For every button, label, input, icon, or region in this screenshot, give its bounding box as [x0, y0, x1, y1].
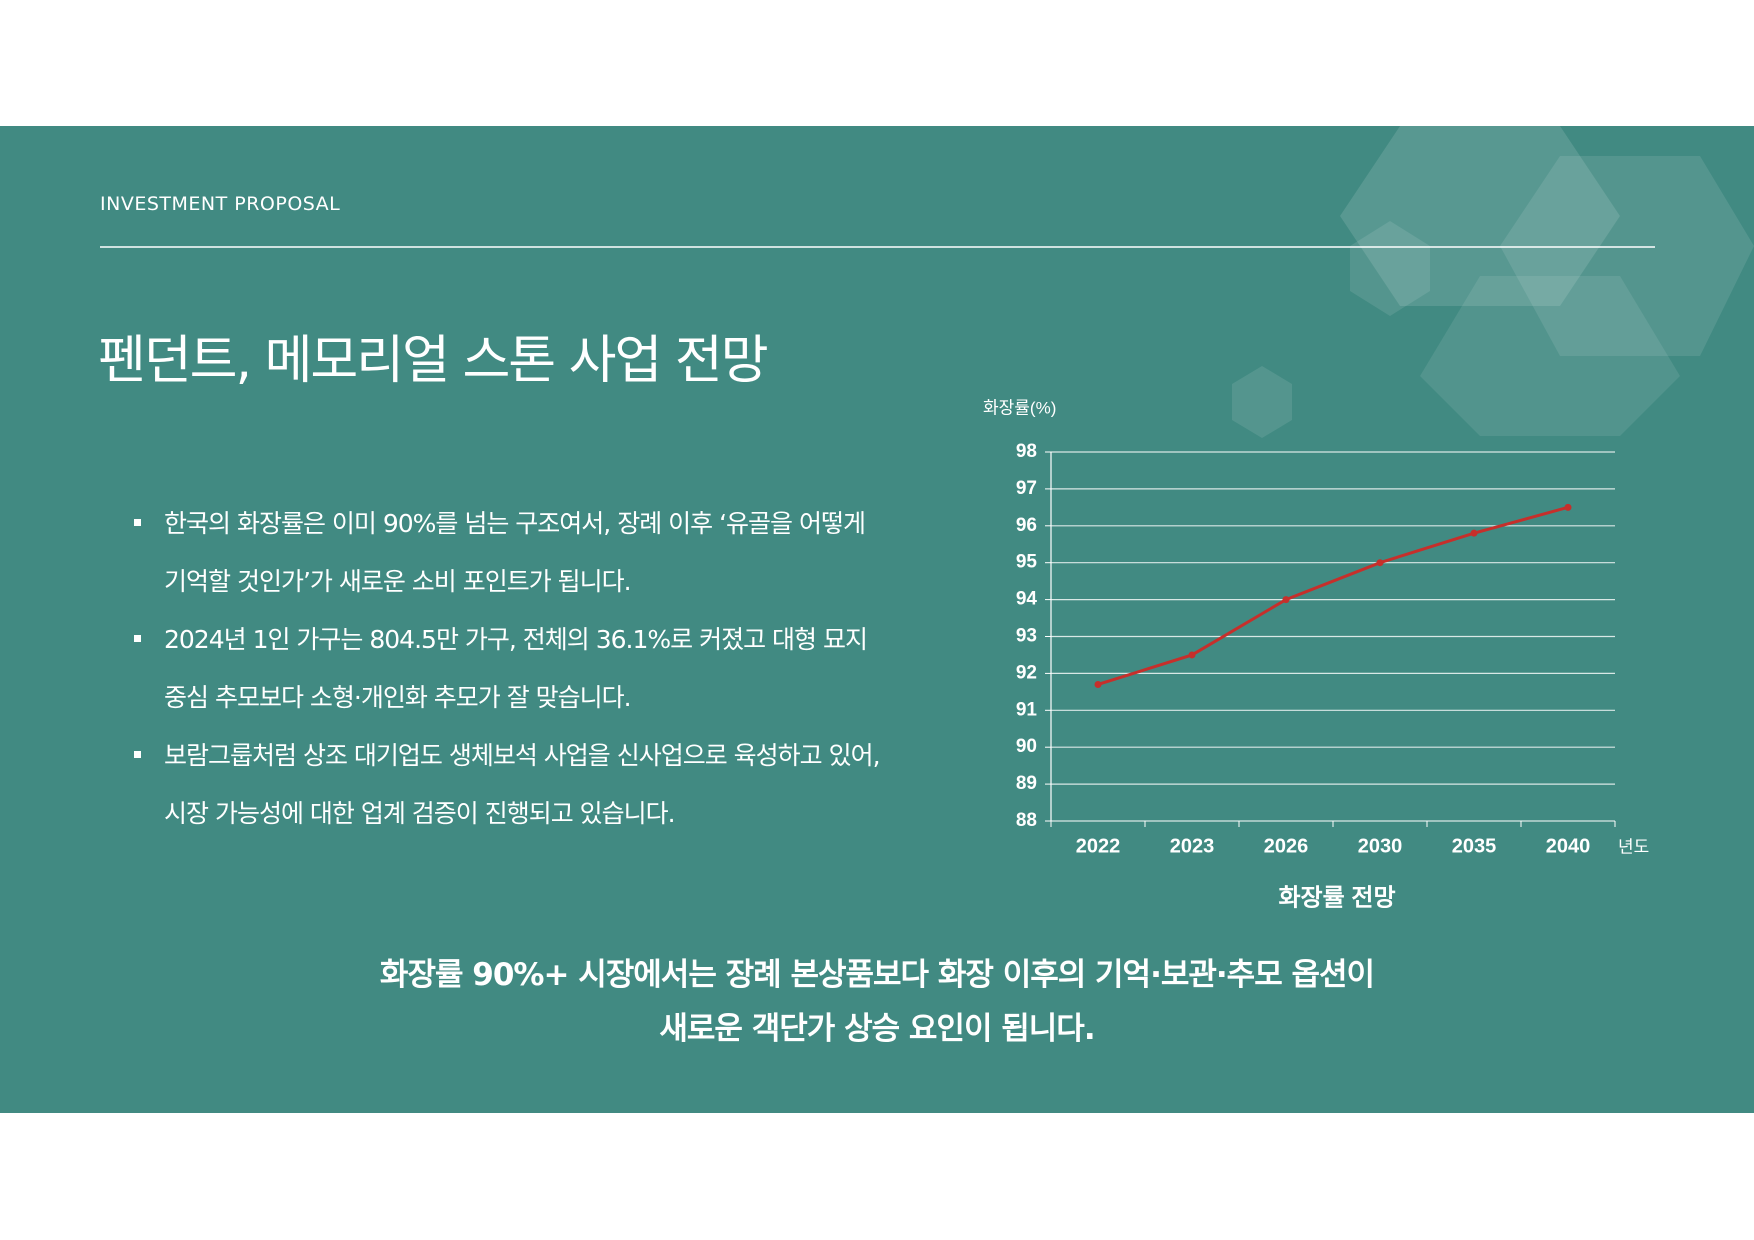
point: [1564, 503, 1572, 511]
bullet: 보람그룹처럼 상조 대기업도 생체보석 사업을 신사업으로 육성하고 있어, 시…: [130, 727, 890, 843]
x-tick-label: 2026: [1264, 835, 1309, 857]
y-tick-label: 89: [1016, 773, 1037, 794]
x-tick-label: 2022: [1076, 835, 1121, 857]
point: [1376, 559, 1384, 567]
point: [1094, 680, 1102, 688]
decoration: [1232, 126, 1754, 438]
point: [1282, 596, 1290, 604]
slide-title: 펜던트, 메모리얼 스톤 사업 전망: [98, 331, 769, 391]
y-tick-label: 91: [1016, 699, 1038, 720]
y-tick-label: 96: [1016, 515, 1037, 536]
point: [1188, 651, 1196, 659]
y-tick-label: 90: [1016, 736, 1037, 757]
x-tick-label: 2030: [1358, 835, 1403, 857]
y-tick-label: 98: [1016, 441, 1037, 462]
conclusion: 화장률 90%+ 시장에서는 장례 본상품보다 화장 이후의 기억·보관·추모 …: [0, 948, 1754, 1056]
x-tick-label: 2035: [1452, 835, 1497, 857]
chart-title: 화장률 전망: [1278, 884, 1395, 911]
bullet-list: 한국의 화장률은 이미 90%를 넘는 구조여서, 장례 이후 ‘유골을 어떻게…: [130, 495, 890, 843]
bullet: 한국의 화장률은 이미 90%를 넘는 구조여서, 장례 이후 ‘유골을 어떻게…: [130, 495, 890, 611]
y-tick-label: 97: [1016, 478, 1037, 499]
divider: [100, 246, 1655, 248]
hexagons: [1232, 126, 1754, 438]
section-label: INVESTMENT PROPOSAL: [100, 193, 341, 215]
y-tick-label: 92: [1016, 662, 1037, 683]
point: [1470, 529, 1478, 537]
x-tick-label: 2023: [1170, 835, 1215, 857]
conclusion-line: 화장률 90%+ 시장에서는 장례 본상품보다 화장 이후의 기억·보관·추모 …: [379, 957, 1375, 993]
bullet: 2024년 1인 가구는 804.5만 가구, 전체의 36.1%로 커졌고 대…: [130, 611, 890, 727]
y-tick-label: 94: [1016, 589, 1038, 610]
y-axis-title: 화장률(%): [983, 398, 1056, 417]
line-series: [1097, 505, 1569, 686]
y-tick-label: 93: [1016, 626, 1037, 647]
y-tick-label: 95: [1016, 552, 1038, 573]
x-tick-label: 2040: [1546, 835, 1591, 857]
y-tick-label: 88: [1016, 810, 1037, 831]
conclusion-line: 새로운 객단가 상승 요인이 됩니다.: [659, 1011, 1095, 1047]
x-axis-title: 년도: [1618, 837, 1649, 856]
slide-background: [0, 126, 1754, 1113]
